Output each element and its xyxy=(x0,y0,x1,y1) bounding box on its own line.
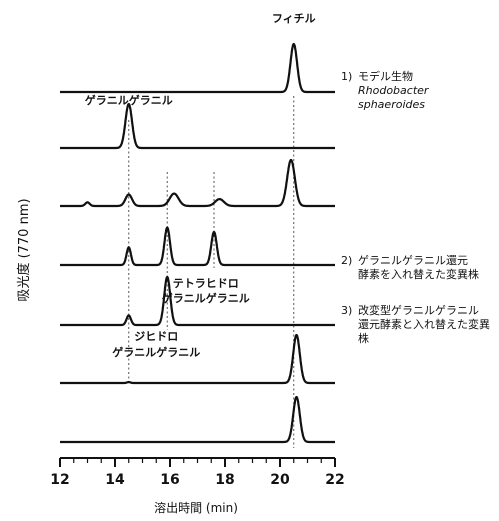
x-tick-label: 16 xyxy=(160,472,179,488)
reference-lines xyxy=(128,96,295,448)
x-axis-title: 溶出時間 (min) xyxy=(154,500,238,515)
peak-label: ゲラニルゲラニル xyxy=(85,93,173,107)
legend-marker: 2) xyxy=(341,254,352,267)
legend-marker: 1) xyxy=(341,70,352,83)
trace-4 xyxy=(59,226,336,267)
x-tick-label: 12 xyxy=(50,472,69,488)
legend-entry-italic: Rhodobacter xyxy=(358,84,430,97)
legend-entry: 酵素を入れ替えた変異株 xyxy=(358,267,479,281)
legend-entry: 還元酵素と入れ替えた変異 xyxy=(358,317,490,331)
trace-3 xyxy=(59,158,336,208)
peak-label: テトラヒドロ xyxy=(173,277,239,290)
peak-label: ゲラニルゲラニル xyxy=(162,291,250,305)
chromatogram-traces xyxy=(59,42,336,444)
peak-label: ジヒドロ xyxy=(134,330,178,343)
y-axis-title: 吸光度 (770 nm) xyxy=(16,198,32,301)
trace-7 xyxy=(59,395,336,444)
x-tick-label: 22 xyxy=(325,472,344,488)
legend-marker: 3) xyxy=(341,304,352,317)
legend-entry: 株 xyxy=(358,331,369,345)
trace-6 xyxy=(59,333,336,385)
x-axis: 12 14 16 18 20 22 xyxy=(50,457,345,488)
peak-label: ゲラニルゲラニル xyxy=(112,345,200,359)
x-tick-label: 18 xyxy=(215,472,234,488)
legend-entry: 改変型ゲラニルゲラニル xyxy=(358,303,479,317)
trace-5 xyxy=(59,275,336,327)
peak-label: フィチル xyxy=(272,12,316,25)
legend-entry: モデル生物 xyxy=(358,69,413,83)
trace-1 xyxy=(59,42,336,94)
legend-entry: ゲラニルゲラニル還元 xyxy=(358,254,468,267)
legend-entry-italic: sphaeroides xyxy=(358,98,425,111)
x-tick-label: 14 xyxy=(105,472,125,488)
x-tick-label: 20 xyxy=(270,472,290,488)
trace-2 xyxy=(59,102,336,150)
